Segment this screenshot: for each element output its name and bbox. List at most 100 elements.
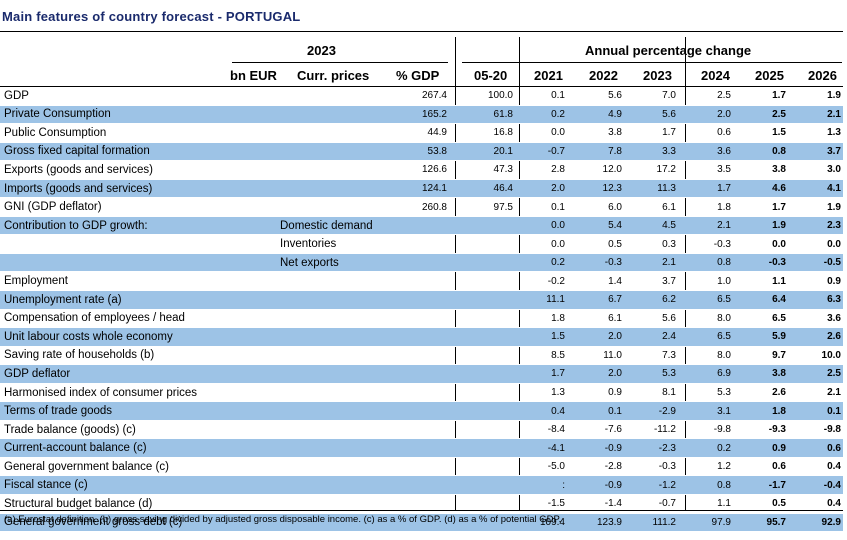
table-cell: 0.1	[788, 401, 843, 421]
table-cell	[380, 253, 449, 273]
table-row: Contribution to GDP growth: Domestic dema…	[0, 216, 843, 236]
table-cell: 5.3	[624, 364, 678, 384]
table-cell: 0.4	[515, 401, 569, 421]
table-cell: 53.8	[380, 142, 449, 162]
row-sublabel	[280, 87, 380, 106]
table-cell: 1.1	[678, 494, 733, 514]
table-cell	[380, 216, 449, 236]
table-cell: -0.3	[569, 253, 624, 273]
table-cell	[449, 234, 515, 254]
row-label: Terms of trade goods	[0, 401, 280, 421]
table-row: Structural budget balance (d) -1.5 -1.4 -0.…	[0, 494, 843, 514]
table-cell: 5.9	[733, 327, 788, 347]
table-cell: 260.8	[380, 197, 449, 217]
header-rule	[0, 86, 843, 87]
table-cell: 1.5	[733, 123, 788, 143]
row-label: Unemployment rate (a)	[0, 290, 280, 310]
row-label: Saving rate of households (b)	[0, 346, 280, 366]
table-cell: 1.7	[733, 87, 788, 106]
table-cell	[449, 309, 515, 329]
table-cell: 100.0	[449, 87, 515, 106]
table-cell: 6.1	[569, 309, 624, 329]
table-cell: 0.4	[788, 457, 843, 477]
table-cell: 9.7	[733, 346, 788, 366]
year-group-underline	[232, 62, 448, 63]
table-cell	[449, 271, 515, 292]
table-cell: 4.6	[733, 179, 788, 199]
table-cell: 2.5	[733, 105, 788, 125]
table-cell: -0.9	[569, 438, 624, 458]
table-row: GNI (GDP deflator) 260.8 97.5 0.1 6.0 6.1 1.8 1…	[0, 197, 843, 217]
table-cell	[380, 327, 449, 347]
table-cell: :	[515, 475, 569, 496]
table-cell: 267.4	[380, 87, 449, 106]
table-cell	[449, 253, 515, 273]
table-cell: 8.1	[624, 383, 678, 403]
row-sublabel	[280, 346, 380, 366]
table-cell: -0.3	[624, 457, 678, 477]
table-cell: 7.0	[624, 87, 678, 106]
row-label	[0, 234, 280, 254]
table-cell: 126.6	[380, 160, 449, 180]
table-cell: 1.8	[733, 401, 788, 421]
table-cell: 7.3	[624, 346, 678, 366]
table-cell: 3.3	[624, 142, 678, 162]
col-header-2024: 2024	[701, 68, 730, 83]
table-cell: 46.4	[449, 179, 515, 199]
table-cell	[449, 383, 515, 403]
table-cell: 0.4	[788, 494, 843, 514]
table-cell: 61.8	[449, 105, 515, 125]
table-cell: 3.5	[678, 160, 733, 180]
table-cell: -0.5	[788, 253, 843, 273]
row-sublabel	[280, 197, 380, 217]
table-cell: 6.7	[569, 290, 624, 310]
table-cell: 0.5	[733, 494, 788, 514]
table-cell: 2.1	[788, 383, 843, 403]
table-row: Exports (goods and services) 126.6 47.3 2.8…	[0, 160, 843, 180]
table-cell	[380, 364, 449, 384]
table-cell: -0.7	[624, 494, 678, 514]
table-cell: 10.0	[788, 346, 843, 366]
table-cell: 0.1	[515, 197, 569, 217]
table-cell	[380, 475, 449, 496]
row-sublabel	[280, 309, 380, 329]
col-header-2022: 2022	[589, 68, 618, 83]
row-sublabel	[280, 457, 380, 477]
table-cell	[380, 401, 449, 421]
table-cell: 2.0	[569, 327, 624, 347]
table-cell: 6.1	[624, 197, 678, 217]
row-label: Current-account balance (c)	[0, 438, 280, 458]
table-row: Private Consumption 165.2 61.8 0.2 4.9 5.6 2.0…	[0, 105, 843, 125]
row-sublabel	[280, 271, 380, 292]
row-sublabel: Net exports	[280, 253, 380, 273]
table-cell: 0.0	[515, 234, 569, 254]
table-cell: 1.9	[788, 87, 843, 106]
table-row: Current-account balance (c) -4.1 -0.9 -2.3 0…	[0, 438, 843, 458]
table-cell: 109.4	[515, 513, 569, 533]
table-cell: 47.3	[449, 160, 515, 180]
table-cell: 2.5	[788, 364, 843, 384]
table-cell: 8.0	[678, 309, 733, 329]
table-cell	[449, 346, 515, 366]
year-group-header: 2023	[307, 43, 336, 58]
table-cell: 0.2	[515, 253, 569, 273]
table-cell: 2.3	[788, 216, 843, 236]
table-cell: 97.5	[449, 197, 515, 217]
table-cell: -9.8	[788, 420, 843, 440]
table-cell	[380, 234, 449, 254]
table-cell: -2.3	[624, 438, 678, 458]
table-cell: 1.9	[788, 197, 843, 217]
row-sublabel	[280, 401, 380, 421]
table-cell: 111.2	[624, 513, 678, 533]
table-cell: 4.1	[788, 179, 843, 199]
table-row: Unemployment rate (a) 11.1 6.7 6.2 6.5 6.4 6.3…	[0, 290, 843, 310]
table-cell: 2.6	[733, 383, 788, 403]
table-cell: 97.9	[678, 513, 733, 533]
table-cell	[449, 401, 515, 421]
table-cell: 124.1	[380, 179, 449, 199]
row-label: Fiscal stance (c)	[0, 475, 280, 496]
table-cell: 6.9	[678, 364, 733, 384]
table-cell: 1.7	[678, 179, 733, 199]
table-cell: 3.8	[733, 364, 788, 384]
table-row: Gross fixed capital formation 53.8 20.1 -0.…	[0, 142, 843, 162]
